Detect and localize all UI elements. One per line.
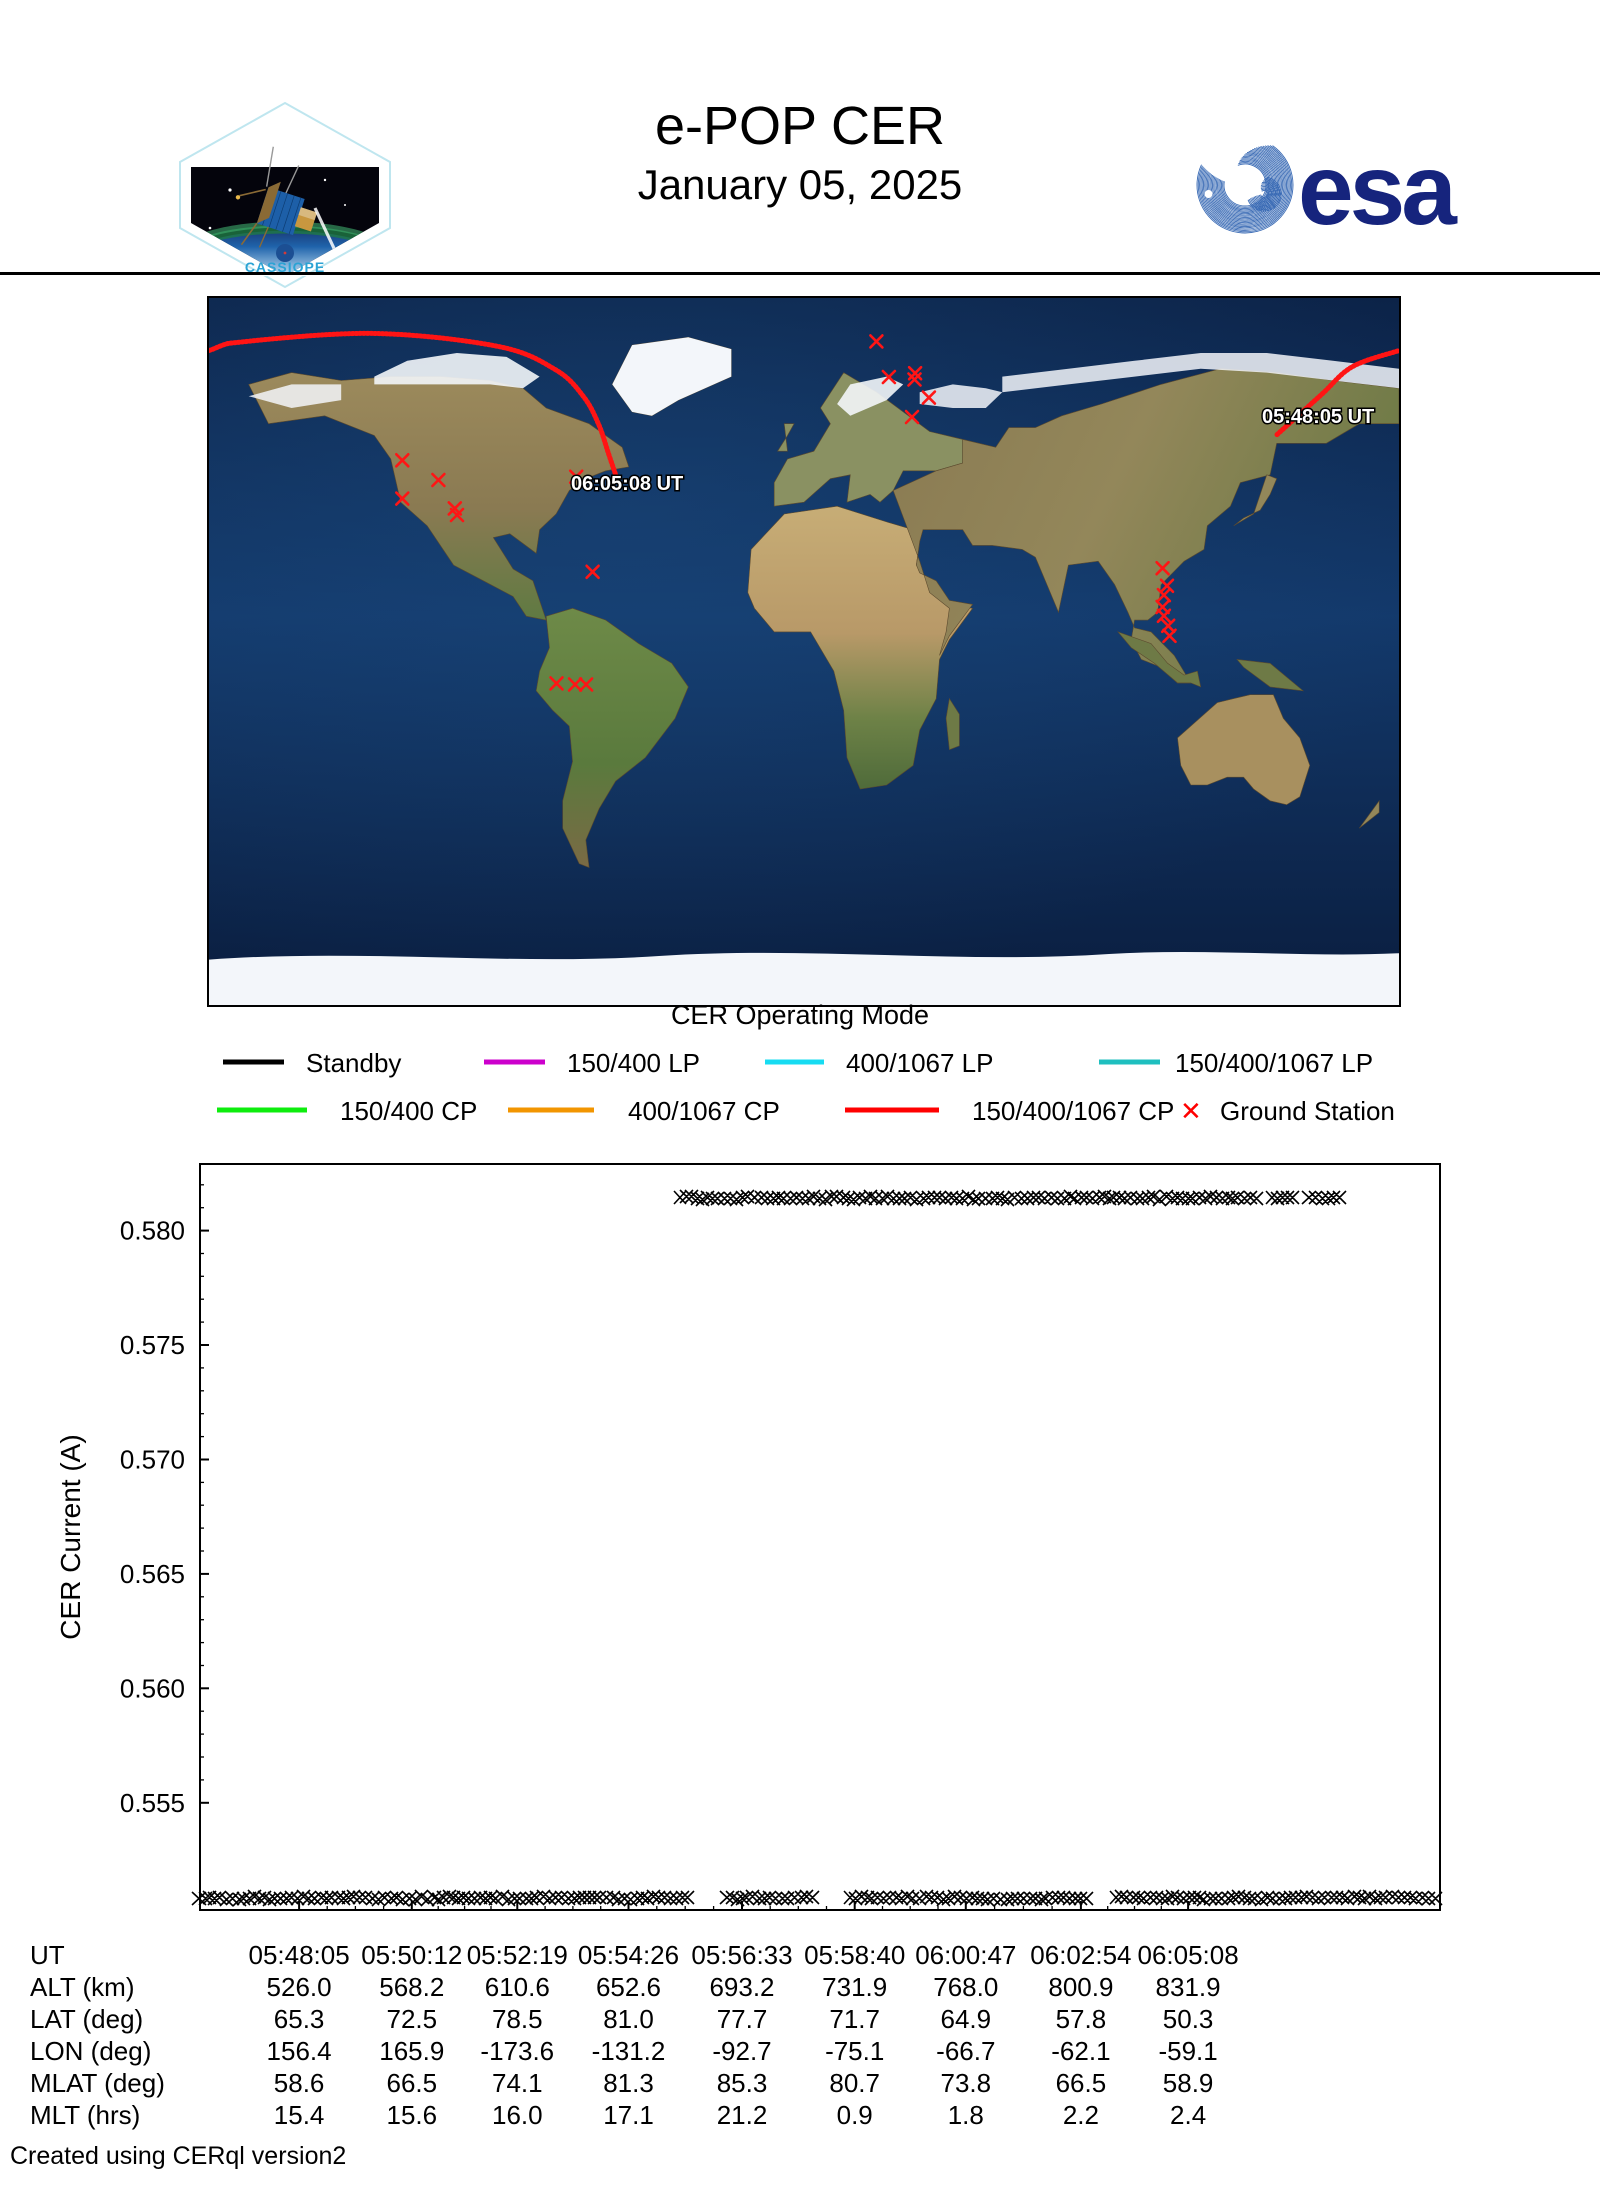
svg-text:81.0: 81.0 [603, 2004, 654, 2034]
svg-text:78.5: 78.5 [492, 2004, 543, 2034]
svg-text:85.3: 85.3 [717, 2068, 768, 2098]
svg-text:21.2: 21.2 [717, 2100, 768, 2130]
svg-text:64.9: 64.9 [940, 2004, 991, 2034]
svg-text:73.8: 73.8 [940, 2068, 991, 2098]
svg-text:-92.7: -92.7 [712, 2036, 771, 2066]
svg-text:LAT (deg): LAT (deg) [30, 2004, 143, 2034]
svg-text:0.9: 0.9 [837, 2100, 873, 2130]
svg-text:-62.1: -62.1 [1051, 2036, 1110, 2066]
svg-text:05:56:33: 05:56:33 [691, 1940, 792, 1970]
svg-text:526.0: 526.0 [267, 1972, 332, 2002]
svg-text:Created using CERql version2: Created using CERql version2 [10, 2142, 346, 2170]
svg-text:2.4: 2.4 [1170, 2100, 1206, 2130]
svg-text:-75.1: -75.1 [825, 2036, 884, 2066]
svg-text:50.3: 50.3 [1163, 2004, 1214, 2034]
svg-text:06:05:08: 06:05:08 [1137, 1940, 1238, 1970]
svg-text:05:48:05: 05:48:05 [248, 1940, 349, 1970]
svg-text:-66.7: -66.7 [936, 2036, 995, 2066]
svg-text:05:50:12: 05:50:12 [361, 1940, 462, 1970]
svg-text:58.6: 58.6 [274, 2068, 325, 2098]
svg-text:MLAT (deg): MLAT (deg) [30, 2068, 165, 2098]
svg-text:16.0: 16.0 [492, 2100, 543, 2130]
svg-text:2.2: 2.2 [1063, 2100, 1099, 2130]
svg-text:-173.6: -173.6 [480, 2036, 554, 2066]
svg-text:LON (deg): LON (deg) [30, 2036, 151, 2066]
svg-text:65.3: 65.3 [274, 2004, 325, 2034]
svg-text:58.9: 58.9 [1163, 2068, 1214, 2098]
svg-text:-131.2: -131.2 [592, 2036, 666, 2066]
svg-text:ALT (km): ALT (km) [30, 1972, 134, 2002]
svg-text:568.2: 568.2 [379, 1972, 444, 2002]
svg-text:731.9: 731.9 [822, 1972, 887, 2002]
svg-text:MLT (hrs): MLT (hrs) [30, 2100, 140, 2130]
svg-text:156.4: 156.4 [267, 2036, 332, 2066]
svg-text:-59.1: -59.1 [1158, 2036, 1217, 2066]
svg-text:66.5: 66.5 [1056, 2068, 1107, 2098]
svg-text:17.1: 17.1 [603, 2100, 654, 2130]
svg-text:UT: UT [30, 1940, 65, 1970]
svg-text:57.8: 57.8 [1056, 2004, 1107, 2034]
svg-text:06:00:47: 06:00:47 [915, 1940, 1016, 1970]
svg-text:15.4: 15.4 [274, 2100, 325, 2130]
svg-text:05:58:40: 05:58:40 [804, 1940, 905, 1970]
svg-text:831.9: 831.9 [1156, 1972, 1221, 2002]
svg-text:768.0: 768.0 [933, 1972, 998, 2002]
svg-text:1.8: 1.8 [948, 2100, 984, 2130]
svg-text:15.6: 15.6 [386, 2100, 437, 2130]
svg-text:77.7: 77.7 [717, 2004, 768, 2034]
svg-text:165.9: 165.9 [379, 2036, 444, 2066]
svg-text:71.7: 71.7 [829, 2004, 880, 2034]
svg-text:72.5: 72.5 [386, 2004, 437, 2034]
svg-text:66.5: 66.5 [386, 2068, 437, 2098]
svg-text:06:02:54: 06:02:54 [1030, 1940, 1131, 1970]
svg-text:693.2: 693.2 [709, 1972, 774, 2002]
svg-text:05:54:26: 05:54:26 [578, 1940, 679, 1970]
svg-text:610.6: 610.6 [485, 1972, 550, 2002]
svg-text:800.9: 800.9 [1048, 1972, 1113, 2002]
svg-text:652.6: 652.6 [596, 1972, 661, 2002]
svg-text:80.7: 80.7 [829, 2068, 880, 2098]
svg-text:81.3: 81.3 [603, 2068, 654, 2098]
svg-text:74.1: 74.1 [492, 2068, 543, 2098]
svg-text:05:52:19: 05:52:19 [467, 1940, 568, 1970]
